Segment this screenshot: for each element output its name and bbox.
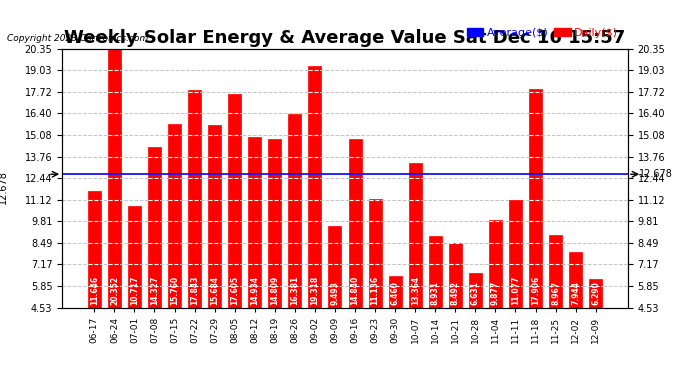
Bar [448, 243, 462, 308]
Title: Weekly Solar Energy & Average Value Sat Dec 16 15:57: Weekly Solar Energy & Average Value Sat … [64, 29, 626, 47]
Text: 10.717: 10.717 [130, 276, 139, 305]
Bar [408, 163, 422, 308]
Bar [168, 124, 181, 308]
Text: 6.631: 6.631 [471, 281, 480, 305]
Text: 20.352: 20.352 [110, 276, 119, 305]
Bar [348, 139, 362, 308]
Bar [509, 200, 522, 308]
Text: 9.493: 9.493 [331, 281, 339, 305]
Bar [228, 94, 242, 308]
Bar [469, 273, 482, 308]
Text: Copyright 2023 Cartronics.com: Copyright 2023 Cartronics.com [7, 34, 148, 43]
Text: 12.678: 12.678 [0, 171, 8, 204]
Bar [268, 140, 282, 308]
Text: 8.967: 8.967 [551, 281, 560, 305]
Bar [328, 226, 342, 308]
Bar [128, 206, 141, 308]
Bar [368, 200, 382, 308]
Bar [248, 137, 262, 308]
Bar [388, 276, 402, 308]
Text: 15.760: 15.760 [170, 276, 179, 305]
Text: 6.460: 6.460 [391, 281, 400, 305]
Text: 7.944: 7.944 [571, 281, 580, 305]
Text: 17.605: 17.605 [230, 276, 239, 305]
Bar [108, 49, 121, 308]
Bar [569, 252, 582, 308]
Bar [428, 236, 442, 308]
Bar [549, 235, 562, 308]
Text: 19.318: 19.318 [310, 276, 319, 305]
Text: 16.381: 16.381 [290, 276, 299, 305]
Text: 11.646: 11.646 [90, 276, 99, 305]
Text: 11.136: 11.136 [371, 276, 380, 305]
Bar [88, 191, 101, 308]
Bar [589, 279, 602, 308]
Legend: Average($), Daily($): Average($), Daily($) [462, 23, 622, 42]
Bar [308, 66, 322, 308]
Text: 17.843: 17.843 [190, 276, 199, 305]
Text: 14.327: 14.327 [150, 276, 159, 305]
Text: 11.077: 11.077 [511, 276, 520, 305]
Text: 17.906: 17.906 [531, 276, 540, 305]
Bar [529, 89, 542, 308]
Text: 13.364: 13.364 [411, 276, 420, 305]
Text: 15.684: 15.684 [210, 276, 219, 305]
Text: 14.809: 14.809 [270, 276, 279, 305]
Text: 8.492: 8.492 [451, 281, 460, 305]
Text: 14.934: 14.934 [250, 276, 259, 305]
Bar [148, 147, 161, 308]
Bar [188, 90, 201, 308]
Text: 12.678: 12.678 [639, 169, 673, 179]
Bar [288, 114, 302, 308]
Text: 14.840: 14.840 [351, 276, 359, 305]
Text: 8.931: 8.931 [431, 281, 440, 305]
Text: 6.290: 6.290 [591, 281, 600, 305]
Text: 9.877: 9.877 [491, 281, 500, 305]
Bar [489, 220, 502, 308]
Bar [208, 125, 221, 308]
